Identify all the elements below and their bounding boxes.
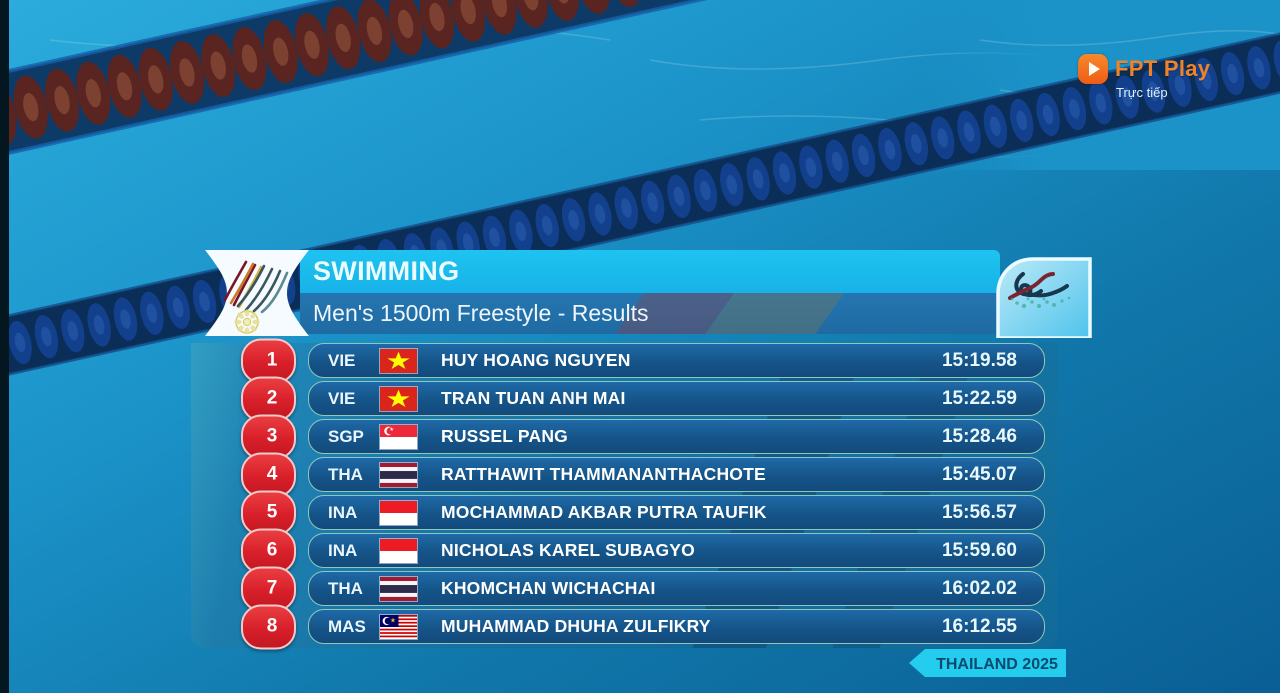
svg-text:THAILAND 2025: THAILAND 2025: [936, 656, 1058, 673]
